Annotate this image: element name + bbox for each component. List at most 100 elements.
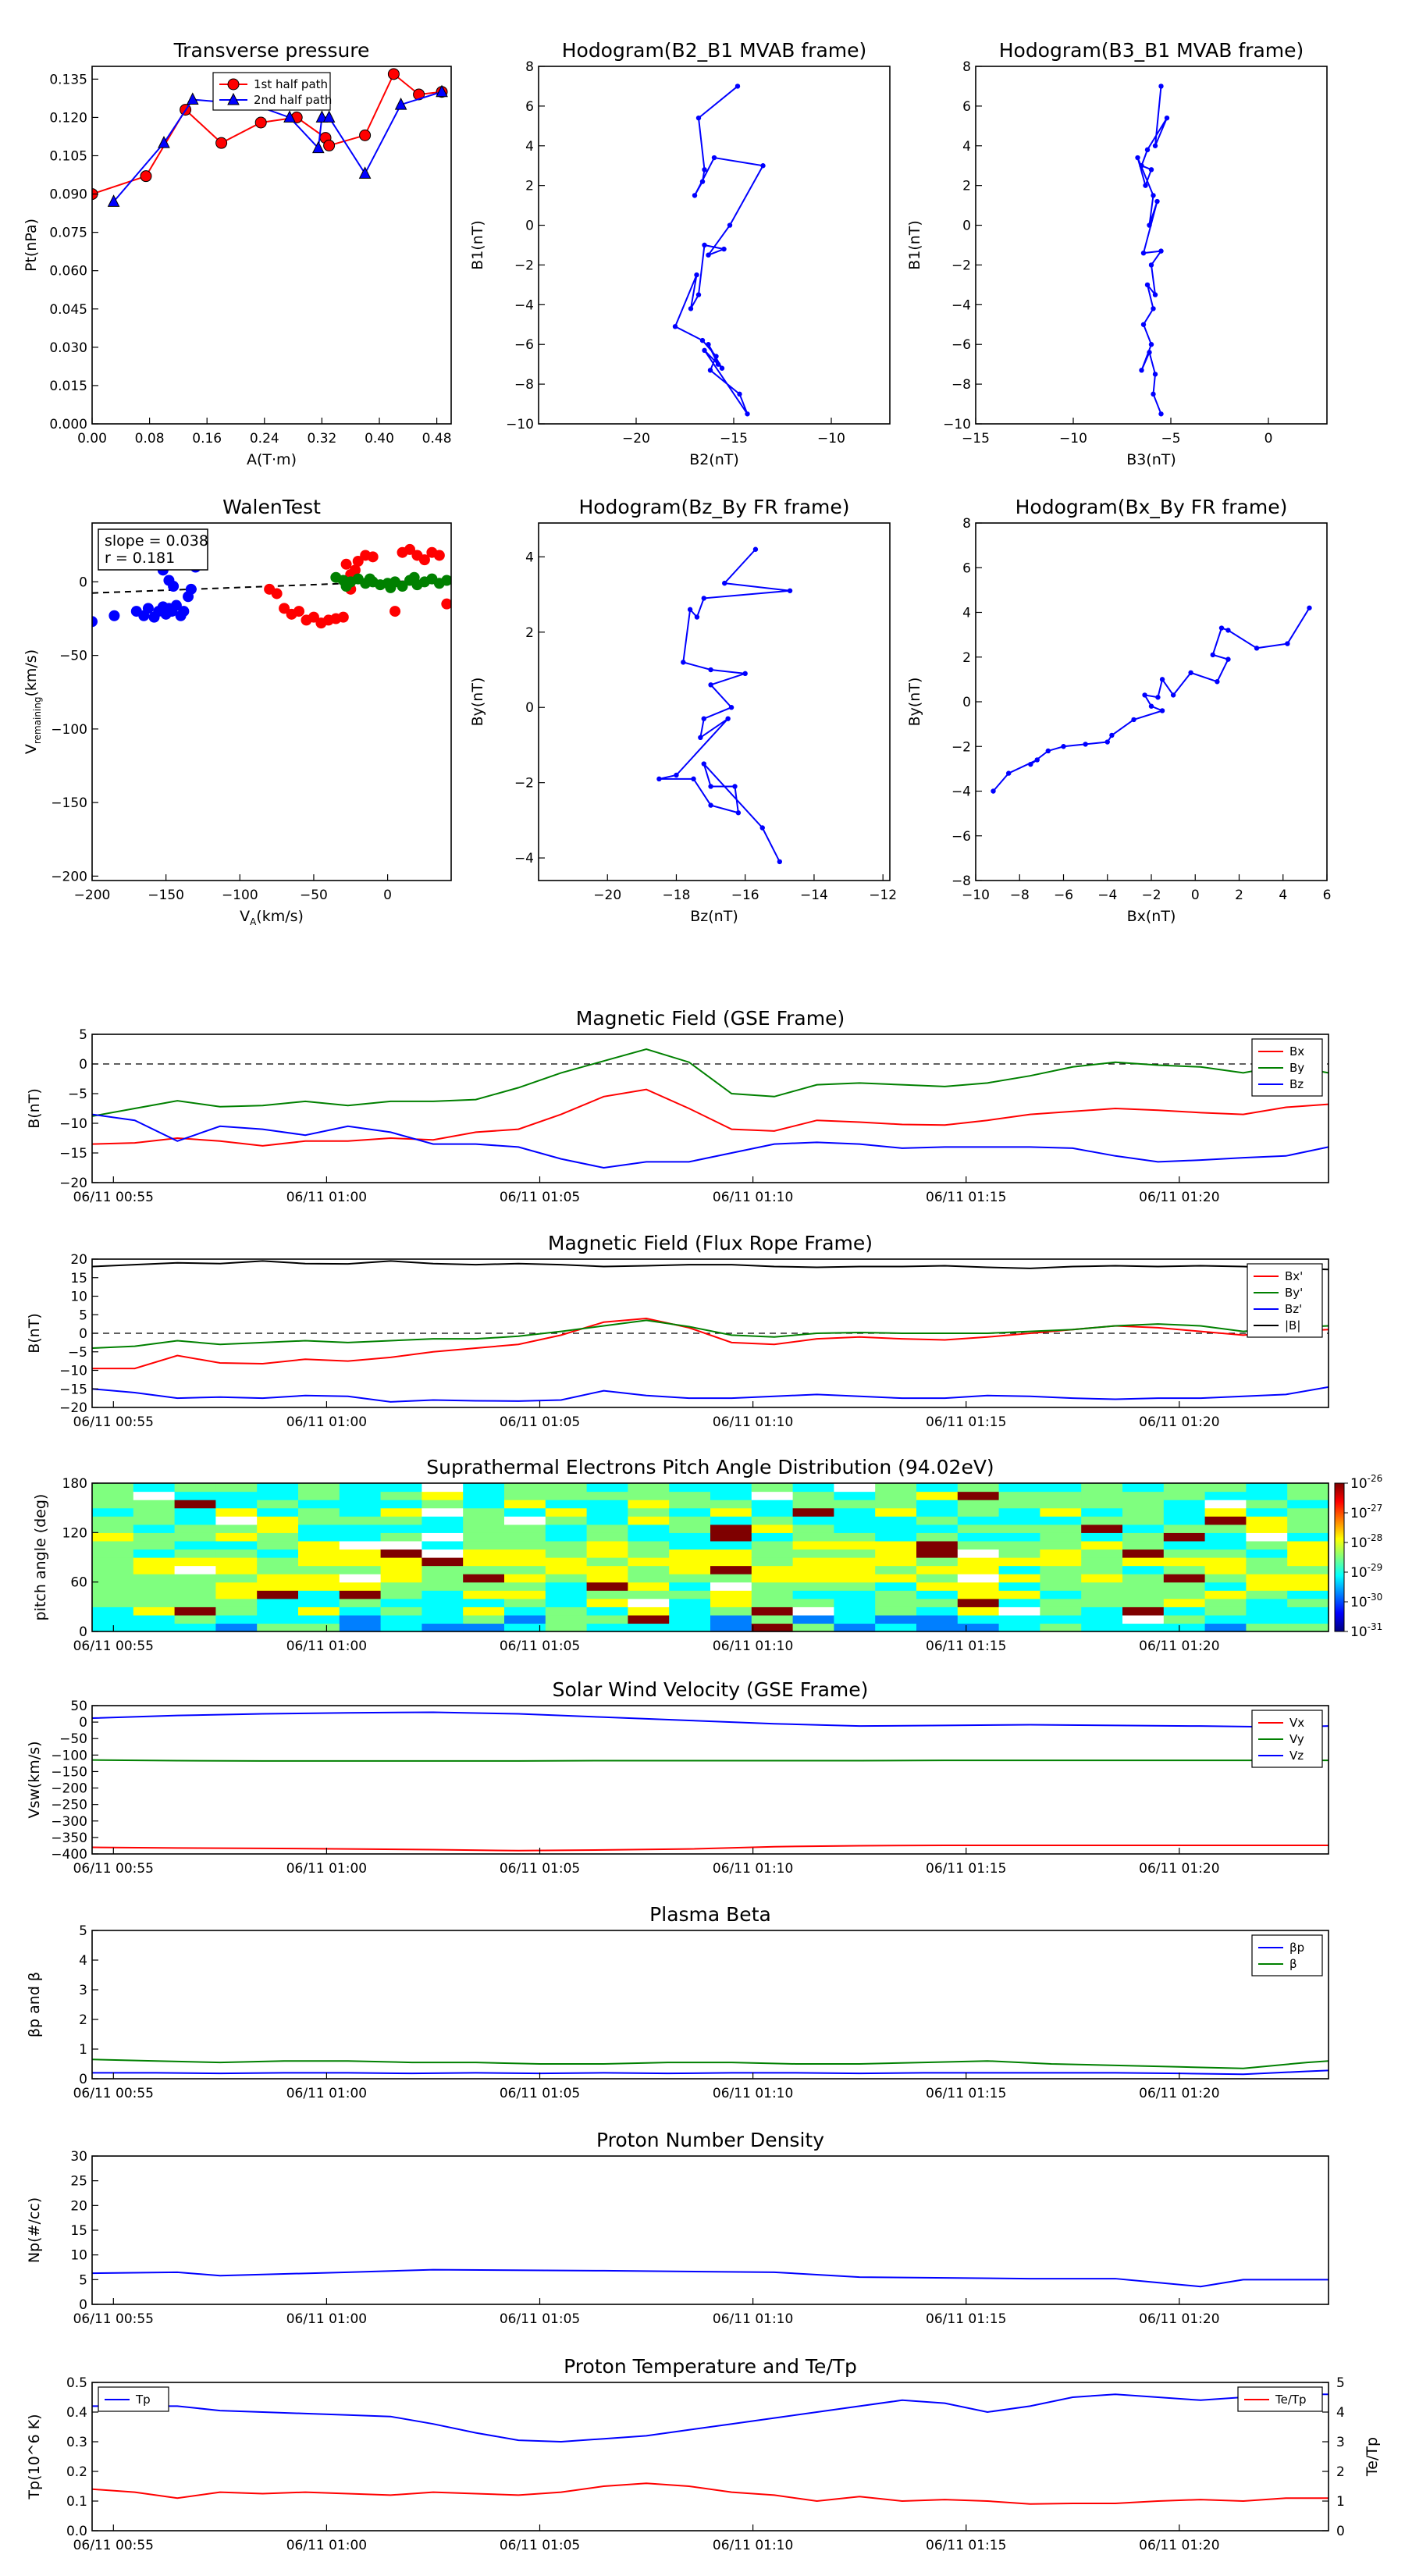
- pad-cell: [628, 1507, 670, 1517]
- pad-cell: [545, 1614, 588, 1624]
- hodo1-ytick-label: −8: [514, 377, 534, 393]
- pad-cell: [998, 1623, 1040, 1632]
- pad-cell: [1122, 1507, 1165, 1517]
- pad-cell: [957, 1565, 1000, 1574]
- pad-cell: [792, 1582, 834, 1591]
- pad-cell: [875, 1491, 917, 1500]
- pad-cell: [792, 1507, 834, 1517]
- walen-point: [92, 616, 98, 628]
- hodo3-point: [694, 614, 700, 620]
- mag_gse-legend-label: Bx: [1289, 1044, 1304, 1059]
- pad-cell: [1204, 1507, 1247, 1517]
- tp-time-label: 06/11 01:05: [500, 2538, 580, 2553]
- hodo2-point: [1152, 292, 1158, 297]
- hodo4-point: [1225, 656, 1231, 662]
- pad-cell: [710, 1507, 752, 1517]
- pad-cell: [586, 1565, 628, 1574]
- pad-cell: [298, 1516, 340, 1525]
- pad-cell: [257, 1483, 299, 1493]
- pad-cell: [174, 1574, 216, 1583]
- pad-cell: [257, 1491, 299, 1500]
- pad-cell: [957, 1549, 1000, 1558]
- hodo2-ylabel: B1(nT): [906, 220, 923, 270]
- pad-cell: [463, 1507, 505, 1517]
- pad-cell: [834, 1623, 876, 1632]
- pad-cell: [1287, 1574, 1329, 1583]
- mag_gse-ytick-label: −20: [59, 1176, 87, 1191]
- pt-legend-label: 2nd half path: [254, 93, 332, 107]
- hodo4-xtick-label: −6: [1054, 888, 1073, 903]
- walen-point: [352, 556, 364, 568]
- pad-cell: [586, 1500, 628, 1509]
- walen-point: [308, 611, 319, 623]
- pad-cell: [1246, 1606, 1288, 1616]
- hodo2-plot-frame: [975, 66, 1328, 425]
- pad-cell: [504, 1491, 546, 1500]
- pad-cell: [628, 1483, 670, 1493]
- pad-cell: [215, 1507, 258, 1517]
- hodo4-chart: Hodogram(Bx_By FR frame) −8 −6 −4 −2 0 2 4 6 8 −10…: [906, 496, 1331, 925]
- walen-chart: WalenTest −200 −150 −100 −50 0 −200 −150 −100 −50…: [23, 496, 452, 927]
- hodo3-point: [725, 716, 731, 721]
- pad-cell: [1163, 1549, 1206, 1558]
- hodo4-ytick-label: 6: [962, 560, 971, 576]
- vsw-legend-label: Vx: [1289, 1716, 1304, 1730]
- vsw-ytick-label: −350: [51, 1831, 87, 1846]
- pad-cell: [1122, 1491, 1165, 1500]
- pad-cell: [998, 1491, 1040, 1500]
- pad-cell: [586, 1507, 628, 1517]
- pad-cell: [998, 1549, 1040, 1558]
- mag_fr-ytick-label: 0: [79, 1326, 87, 1342]
- hodo1-point: [672, 324, 678, 329]
- pad-cell: [792, 1598, 834, 1607]
- pad-cell: [1204, 1565, 1247, 1574]
- pad-cell: [1081, 1532, 1123, 1542]
- pad-cell: [628, 1623, 670, 1632]
- pt-point: [359, 129, 372, 141]
- beta-ytick-label: 2: [79, 2012, 87, 2028]
- mag_fr-legend-label: Bz': [1285, 1302, 1302, 1316]
- hodo4-xtick-label: −10: [962, 888, 990, 903]
- pad-cell: [834, 1540, 876, 1550]
- pad-cell: [628, 1614, 670, 1624]
- pad-cell: [1163, 1491, 1206, 1500]
- hodo2-ytick-label: −10: [943, 417, 971, 432]
- pad-cell: [834, 1532, 876, 1542]
- hodo4-point: [1061, 744, 1066, 749]
- pad-colorbar-label: 10-30: [1350, 1592, 1382, 1610]
- pad-cell: [1246, 1574, 1288, 1583]
- tp-plot-frame: [91, 2382, 1329, 2532]
- pad-cell: [1287, 1516, 1329, 1525]
- pt-point: [107, 194, 120, 207]
- pad-title: Suprathermal Electrons Pitch Angle Distr…: [426, 1456, 994, 1478]
- hodo2-point: [1148, 167, 1154, 173]
- np-title: Proton Number Density: [596, 2129, 824, 2151]
- hodo4-ytick-label: −4: [951, 785, 971, 800]
- hodo3-point: [701, 596, 706, 601]
- hodo2-point: [1154, 198, 1160, 205]
- mag_gse-series-line: [92, 1113, 1329, 1169]
- pad-cell: [792, 1590, 834, 1599]
- mag_fr-series-line: [92, 1260, 1329, 1271]
- pad-cell: [339, 1532, 382, 1542]
- hodo1-ytick-label: 8: [525, 59, 534, 75]
- pad-cell: [174, 1557, 216, 1567]
- pad-cell: [133, 1623, 176, 1632]
- np-time-label: 06/11 01:15: [926, 2311, 1006, 2327]
- pad-cell: [504, 1606, 546, 1616]
- pad-cell: [916, 1606, 959, 1616]
- tp-ytick-label: 2: [1336, 2464, 1345, 2480]
- pad-cell: [1081, 1549, 1123, 1558]
- hodo2-point: [1164, 115, 1170, 121]
- pt-point: [436, 84, 448, 98]
- pad-cell: [257, 1598, 299, 1607]
- pad-cell: [916, 1598, 959, 1607]
- pad-cell: [834, 1582, 876, 1591]
- pad-cell: [998, 1606, 1040, 1616]
- pad-cell: [1163, 1540, 1206, 1550]
- np-ylabel: Np(#/cc): [26, 2197, 43, 2263]
- pad-cell: [545, 1483, 588, 1493]
- beta-time-label: 06/11 01:20: [1139, 2086, 1219, 2101]
- vsw-series-line: [92, 1711, 1329, 1728]
- tp-chart: Proton Temperature and Te/Tp 0.0 0.1 0.2 0.3…: [26, 2355, 1381, 2553]
